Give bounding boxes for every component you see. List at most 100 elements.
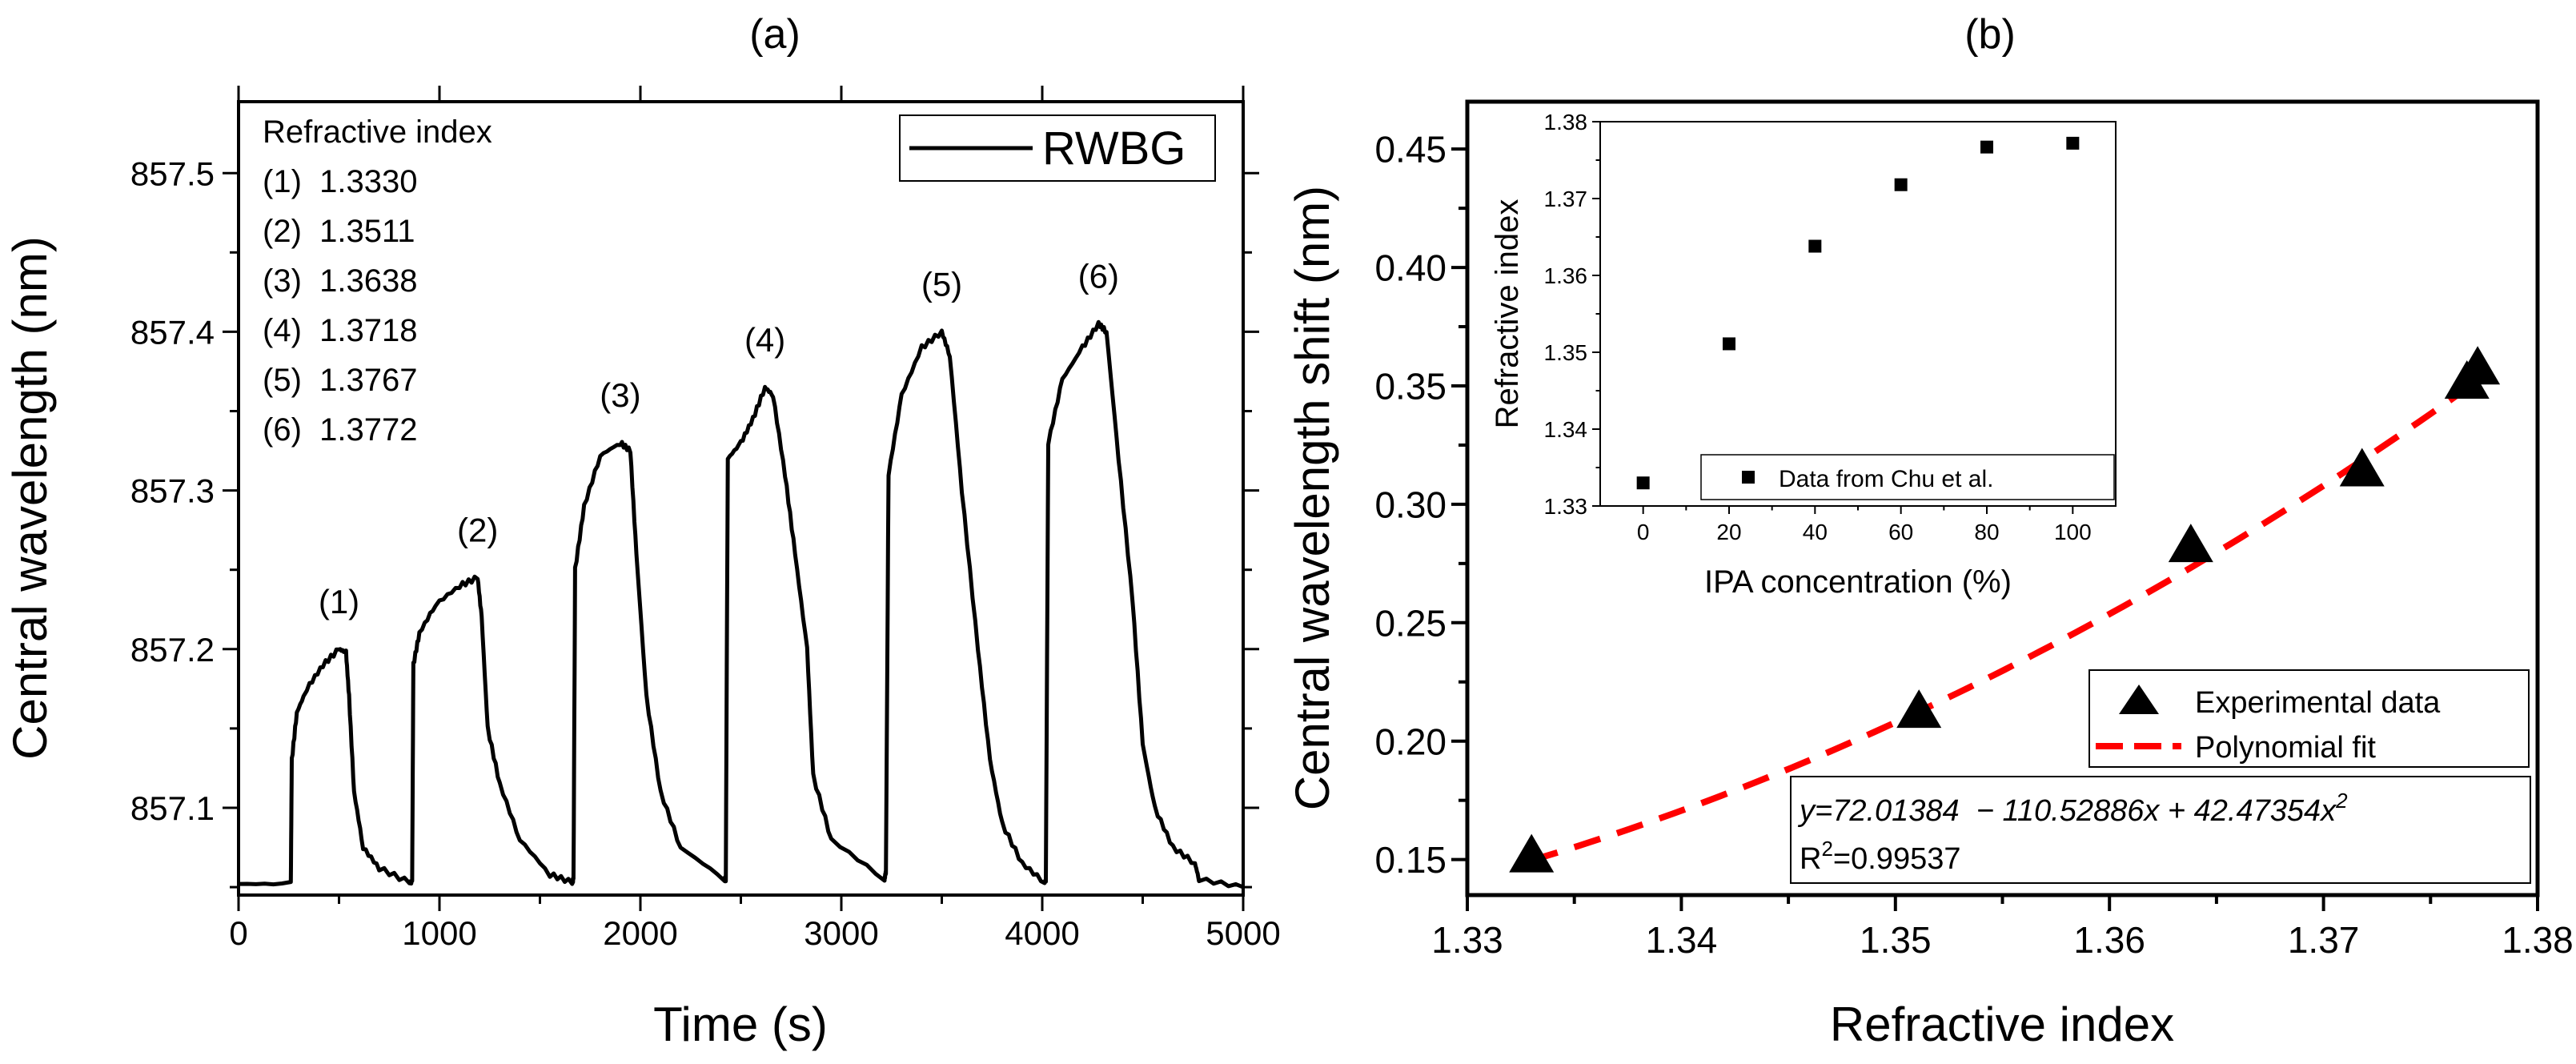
panel-a-frame	[237, 100, 1245, 897]
panel-b-xlabel: Refractive index	[1830, 998, 2174, 1051]
y-tick-label: 857.2	[130, 631, 215, 669]
inset-data-point	[1636, 476, 1650, 490]
inset-data-point	[1894, 178, 1908, 191]
peak-label: (3)	[600, 376, 640, 414]
rwbg-series-line	[238, 319, 1244, 889]
peak-labels: (1) (2) (3) (4) (5) (6)	[319, 257, 1119, 620]
annotation-line: (4) 1.3718	[263, 313, 417, 348]
refractive-index-annotation: Refractive index (1) 1.3330 (2) 1.3511 (…	[263, 114, 492, 448]
fit-equation-box: y=72.01384 − 110.52886x + 42.47354x2 R2=…	[1790, 776, 2531, 884]
x-tick-label: 60	[1888, 520, 1913, 544]
inset-legend-box	[1700, 454, 2115, 500]
y-tick-label: 1.37	[1544, 187, 1588, 211]
legend-label-rwbg: RWBG	[1042, 122, 1186, 175]
fit-equation: y=72.01384 − 110.52886x + 42.47354x2	[1797, 789, 2348, 828]
y-tick-label: 1.34	[1544, 417, 1588, 442]
y-tick-label: 0.25	[1374, 602, 1446, 644]
panel-a-title: (a)	[749, 11, 800, 58]
r-squared-value: =0.99537	[1833, 842, 1961, 876]
x-tick-label: 20	[1716, 520, 1741, 544]
inset-legend-square-marker	[1742, 471, 1755, 484]
inset-xlabel: IPA concentration (%)	[1704, 564, 2012, 600]
r-squared: R2=0.99537	[1800, 837, 1960, 876]
x-tick-label: 100	[2054, 520, 2092, 544]
annotation-line: (3) 1.3638	[263, 263, 417, 299]
experimental-points	[1509, 346, 2501, 873]
annotation-line: (1) 1.3330	[263, 164, 417, 199]
annotation-line: (6) 1.3772	[263, 412, 417, 448]
panel-b-ticks: 1.33 1.34 1.35 1.36 1.37 1.38 0.15 0.20 0.25 0.30…	[1374, 129, 2573, 961]
annotation-line: (2) 1.3511	[263, 214, 415, 249]
annotation-title: Refractive index	[263, 114, 492, 150]
inset-chart: 0 20 40 60 80 100 1.33 1.34 1.35 1.36 1.37 1.38 IPA…	[1490, 110, 2117, 600]
fit-equation-text: y=72.01384 − 110.52886x + 42.47354x	[1797, 794, 2337, 828]
y-tick-label: 1.38	[1544, 110, 1588, 135]
y-tick-label: 0.40	[1374, 247, 1446, 289]
x-tick-label: 0	[229, 914, 247, 952]
fit-equation-exponent: 2	[2335, 789, 2348, 813]
inset-data-point	[1808, 239, 1822, 253]
x-tick-label: 40	[1803, 520, 1828, 544]
inset-points	[1636, 136, 2080, 490]
x-tick-label: 3000	[804, 914, 878, 952]
x-tick-label: 1.33	[1431, 919, 1503, 961]
x-tick-label: 1.37	[2288, 919, 2360, 961]
data-point-triangle	[2339, 448, 2385, 487]
data-point-triangle	[1896, 689, 1942, 729]
x-tick-label: 1000	[402, 914, 476, 952]
inset-data-point	[2066, 136, 2080, 150]
peak-label: (6)	[1078, 257, 1119, 295]
y-tick-label: 1.36	[1544, 263, 1588, 288]
r-squared-symbol: R	[1800, 842, 1821, 876]
inset-ticks: 0 20 40 60 80 100 1.33 1.34 1.35 1.36 1.37 1.38	[1544, 110, 2092, 544]
x-tick-label: 80	[1974, 520, 1999, 544]
inset-data-point	[1980, 140, 1993, 154]
data-point-triangle	[2455, 346, 2501, 385]
panel-a: (a) 0 1000 2000 3000 4000 5000 857.1 857.2 857.3…	[3, 11, 1281, 1051]
panel-a-xlabel: Time (s)	[653, 998, 828, 1051]
x-tick-label: 1.36	[2073, 919, 2145, 961]
data-point-triangle	[1509, 833, 1555, 873]
y-tick-label: 1.35	[1544, 340, 1588, 365]
x-tick-label: 0	[1637, 520, 1650, 544]
equation-box	[1790, 776, 2531, 884]
inset-data-point	[1723, 337, 1735, 351]
inset-frame	[1599, 121, 2117, 507]
panel-a-legend: RWBG	[899, 114, 1216, 182]
panel-a-ticks: 0 1000 2000 3000 4000 5000 857.1 857.2 857.3 857.…	[130, 86, 1281, 952]
panel-b-title: (b)	[1964, 11, 2016, 58]
peak-label: (2)	[457, 512, 498, 549]
y-tick-label: 857.4	[130, 314, 215, 351]
x-tick-label: 1.34	[1646, 919, 1718, 961]
x-tick-label: 4000	[1005, 914, 1079, 952]
legend-label-fit: Polynomial fit	[2195, 731, 2376, 765]
inset-ylabel: Refractive index	[1490, 199, 1525, 429]
r-squared-exponent: 2	[1821, 837, 1832, 861]
annotation-line: (5) 1.3767	[263, 363, 417, 398]
legend-triangle-marker	[2119, 685, 2159, 714]
legend-label-experimental: Experimental data	[2195, 686, 2441, 720]
peak-label: (5)	[921, 265, 962, 303]
y-tick-label: 0.15	[1374, 839, 1446, 881]
x-tick-label: 2000	[603, 914, 677, 952]
x-tick-label: 5000	[1206, 914, 1280, 952]
y-tick-label: 0.35	[1374, 366, 1446, 408]
y-tick-label: 0.20	[1374, 721, 1446, 762]
panel-b: (b) 1.33 1.34 1.35 1.36 1.37 1.38 0.15 0.20 0.25…	[1286, 11, 2574, 1051]
y-tick-label: 0.30	[1374, 484, 1446, 525]
y-tick-label: 1.33	[1544, 494, 1588, 519]
panel-b-frame	[1465, 99, 2540, 897]
panel-b-ylabel: Central wavelength shift (nm)	[1286, 186, 1339, 810]
x-tick-label: 1.38	[2502, 919, 2574, 961]
legend-box	[2088, 669, 2530, 768]
panel-a-ylabel: Central wavelength (nm)	[3, 236, 57, 760]
polynomial-fit-line	[1531, 378, 2480, 864]
panel-b-legend: Experimental data Polynomial fit	[2088, 669, 2530, 768]
peak-label: (4)	[744, 321, 785, 359]
y-tick-label: 857.5	[130, 155, 215, 192]
x-tick-label: 1.35	[1860, 919, 1932, 961]
inset-legend-label: Data from Chu et al.	[1779, 466, 1993, 492]
y-tick-label: 0.45	[1374, 129, 1446, 171]
y-tick-label: 857.1	[130, 789, 215, 827]
